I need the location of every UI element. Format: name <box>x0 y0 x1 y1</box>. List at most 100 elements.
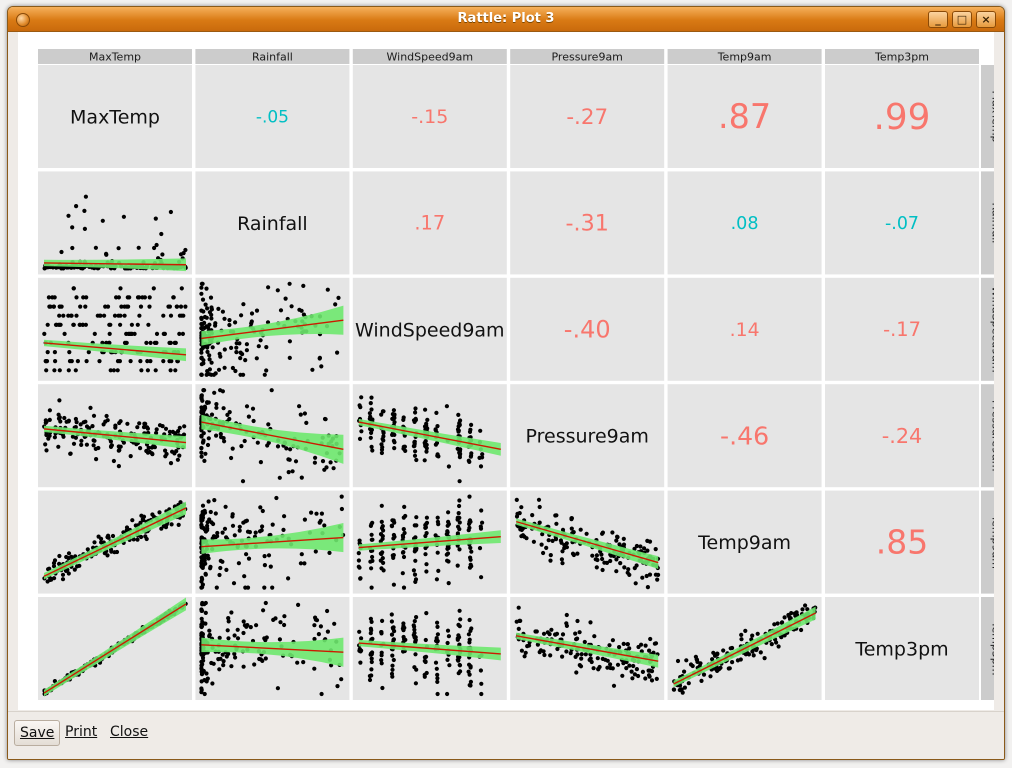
point <box>403 513 408 519</box>
point <box>370 554 375 560</box>
point <box>118 322 123 327</box>
point <box>435 632 440 637</box>
point <box>45 322 50 327</box>
point <box>435 672 440 678</box>
point <box>203 451 208 456</box>
point <box>425 417 430 422</box>
point <box>456 658 461 663</box>
point <box>110 533 116 539</box>
window-menu-icon[interactable] <box>16 13 30 27</box>
point <box>66 368 71 373</box>
point <box>380 550 385 555</box>
point <box>141 518 146 523</box>
point <box>680 690 685 695</box>
maximize-icon[interactable]: □ <box>952 11 972 28</box>
confidence-band <box>673 606 816 688</box>
point <box>149 451 154 456</box>
point <box>579 652 584 657</box>
point <box>244 404 250 409</box>
point <box>645 585 651 590</box>
point <box>202 404 207 409</box>
point <box>126 304 131 309</box>
save-button[interactable]: Save <box>14 720 61 746</box>
confidence-band <box>201 305 344 346</box>
point <box>147 304 152 309</box>
close-window-icon[interactable]: × <box>976 11 996 28</box>
point <box>646 668 651 673</box>
point <box>468 664 473 669</box>
point <box>239 313 244 318</box>
panel-windspeed9am-vs-temp9am <box>667 277 822 381</box>
point <box>221 663 226 668</box>
point <box>622 565 627 570</box>
confidence-band <box>44 425 186 449</box>
point <box>632 672 638 677</box>
point <box>653 572 659 577</box>
point <box>230 523 236 528</box>
point <box>434 440 440 446</box>
point <box>61 313 66 318</box>
point <box>423 637 428 643</box>
point <box>229 455 234 461</box>
point <box>199 291 204 296</box>
point <box>422 458 427 463</box>
point <box>112 550 117 555</box>
point <box>217 635 222 641</box>
point <box>649 669 655 674</box>
point <box>275 444 281 449</box>
point <box>128 359 133 364</box>
point <box>151 286 156 291</box>
point <box>433 427 438 432</box>
point <box>207 628 212 633</box>
point <box>201 658 206 663</box>
point <box>222 316 227 321</box>
confidence-band <box>201 637 344 667</box>
point <box>200 503 206 508</box>
point <box>56 412 61 417</box>
point <box>537 520 542 525</box>
point <box>424 569 429 574</box>
point <box>467 637 472 642</box>
point <box>112 313 118 318</box>
point <box>113 425 118 430</box>
point <box>316 632 321 637</box>
point <box>391 657 396 663</box>
point <box>710 657 715 662</box>
point <box>209 360 214 365</box>
point <box>111 368 116 373</box>
panel-pressure9am-vs-temp9am <box>667 384 822 488</box>
point <box>213 323 218 328</box>
point <box>379 519 384 524</box>
point <box>569 526 574 531</box>
point <box>262 554 267 559</box>
point <box>78 422 83 427</box>
strip-top-maxtemp <box>38 49 192 64</box>
point <box>304 420 309 425</box>
minimize-icon[interactable]: _ <box>928 11 948 28</box>
point <box>44 419 49 424</box>
close-button[interactable]: Close <box>110 724 149 740</box>
point <box>220 652 225 657</box>
point <box>52 368 57 373</box>
point <box>564 649 569 654</box>
point <box>62 415 67 421</box>
point <box>322 467 327 472</box>
point <box>699 678 704 684</box>
point <box>401 554 407 560</box>
fit-line <box>43 262 187 266</box>
point <box>287 281 292 286</box>
panel-rainfall-vs-temp9am <box>667 171 822 275</box>
point <box>138 359 143 364</box>
title-bar[interactable]: Rattle: Plot 3 _ □ × <box>8 7 1004 32</box>
panel-windspeed9am-vs-temp3pm <box>825 277 979 381</box>
point <box>44 432 49 438</box>
correlation-pressure9am-vs-temp9am: -.46 <box>720 422 769 451</box>
point <box>381 528 386 533</box>
point <box>424 446 429 451</box>
print-button[interactable]: Print <box>65 724 98 740</box>
point <box>718 665 723 670</box>
point <box>642 546 647 551</box>
point <box>260 658 265 664</box>
point <box>43 442 48 447</box>
point <box>325 287 330 292</box>
